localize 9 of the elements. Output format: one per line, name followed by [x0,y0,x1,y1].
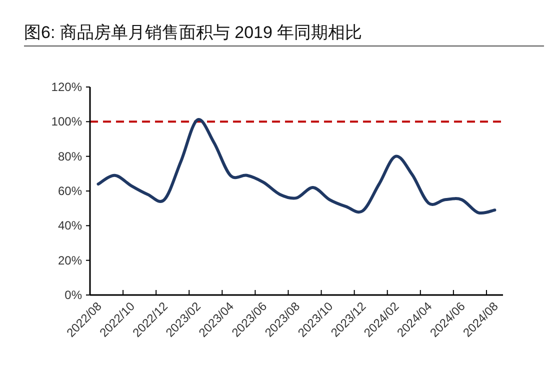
y-tick-label: 100% [51,114,82,129]
y-tick-label: 120% [51,80,82,94]
chart-title: 图6: 商品房单月销售面积与 2019 年同期相比 [24,23,362,42]
line-series [96,118,496,215]
y-tick-label: 0% [64,288,82,302]
y-tick-label: 40% [58,218,82,233]
y-tick-label: 20% [58,253,82,268]
y-tick-label: 80% [58,149,82,164]
y-tick-label: 60% [58,184,82,198]
